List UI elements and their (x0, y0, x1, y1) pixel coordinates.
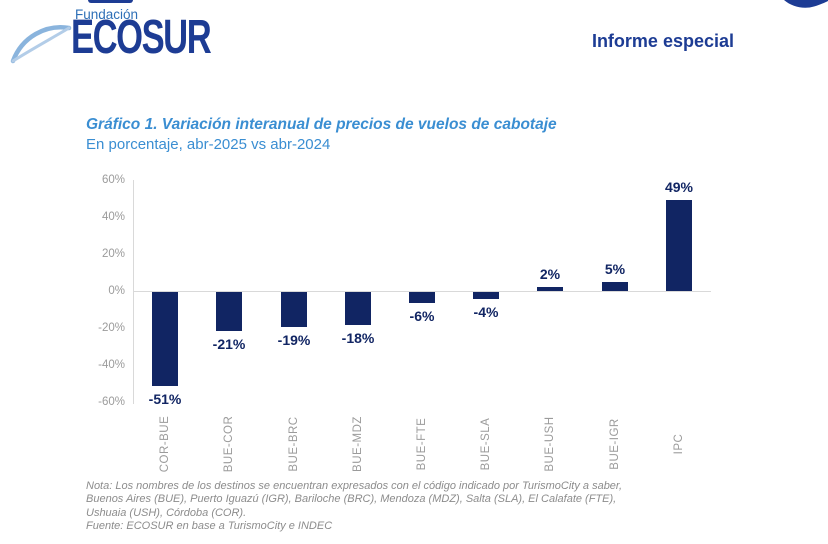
bar-value-label: -51% (148, 391, 182, 407)
brand-ecosur-wordmark: ECOSUR (71, 11, 212, 64)
y-tick-label: 60% (101, 174, 125, 186)
bar-value-label: -6% (409, 308, 435, 324)
bar-value-label: 5% (604, 261, 626, 277)
x-category-label: BUE-MDZ (352, 416, 364, 472)
bar (216, 292, 242, 331)
x-category-label: BUE-COR (223, 415, 235, 473)
x-category-label: COR-BUE (159, 415, 171, 473)
y-tick-label: -60% (98, 396, 125, 408)
x-category-label: BUE-BRC (288, 416, 300, 472)
bar (537, 287, 563, 291)
bar-value-label: -18% (341, 330, 375, 346)
corner-swoosh-icon (784, 0, 828, 8)
bar-value-label: -4% (473, 304, 499, 320)
cropped-header-sliver (88, 0, 133, 3)
y-axis-line (133, 180, 134, 404)
bar-value-label: 2% (539, 266, 561, 282)
bar (281, 292, 307, 327)
bar-value-label: -19% (277, 332, 311, 348)
chart-title: Gráfico 1. Variación interanual de preci… (86, 116, 557, 133)
bar (152, 292, 178, 386)
bar-value-label: -21% (212, 336, 246, 352)
x-category-label: BUE-IGR (609, 418, 621, 470)
y-tick-label: 40% (101, 211, 125, 223)
bar (666, 200, 692, 291)
footnote-line: Nota: Los nombres de los destinos se enc… (86, 480, 623, 492)
y-tick-label: 0% (108, 285, 125, 297)
bar (409, 292, 435, 303)
footnote-line: Ushuaia (USH), Córdoba (COR). (86, 506, 247, 519)
zero-gridline (134, 291, 711, 292)
bar (345, 292, 371, 325)
footnote: Nota: Los nombres de los destinos se enc… (86, 480, 622, 534)
chart-subtitle: En porcentaje, abr-2025 vs abr-2024 (86, 136, 331, 153)
footnote-line: Buenos Aires (BUE), Puerto Iguazú (IGR),… (86, 493, 617, 506)
ecosur-swoosh-icon (10, 25, 72, 64)
x-category-label: BUE-SLA (480, 417, 492, 471)
bar-value-label: 49% (664, 179, 694, 195)
y-tick-label: -40% (98, 359, 125, 371)
x-category-label: BUE-FTE (416, 417, 428, 471)
footnote-source: Fuente: ECOSUR en base a TurismoCity e I… (86, 520, 333, 533)
y-tick-label: -20% (98, 322, 125, 334)
x-category-label: BUE-USH (544, 416, 556, 472)
brand-fundacion-label: Fundación (75, 7, 139, 22)
bar (602, 282, 628, 291)
x-category-label: IPC (673, 433, 685, 455)
bar (473, 292, 499, 299)
y-tick-label: 20% (101, 248, 125, 260)
report-type-label: Informe especial (591, 31, 734, 51)
